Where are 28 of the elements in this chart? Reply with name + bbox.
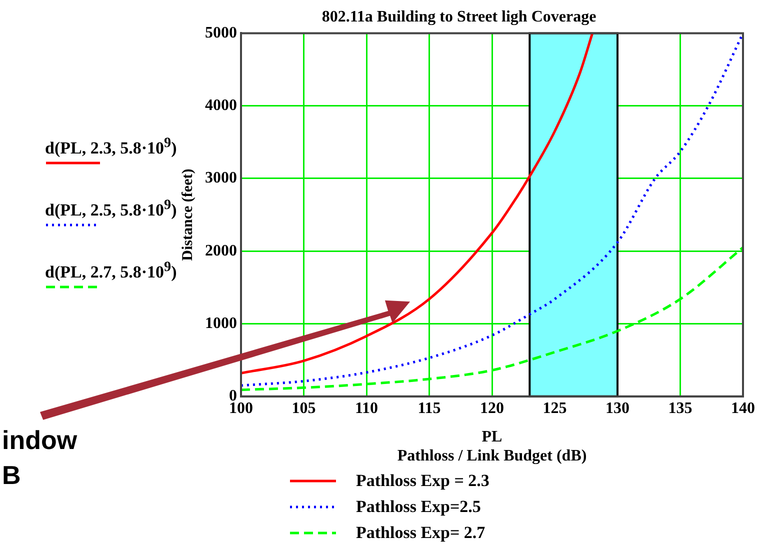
x-tick-label: 135 — [668, 400, 692, 418]
legend-label: Pathloss Exp= 2.7 — [356, 523, 486, 543]
x-tick-label: 140 — [731, 400, 755, 418]
x-tick-label: 120 — [480, 400, 504, 418]
text: d(PL, 2.3, 5.8·10$^{9}$) — [45, 135, 177, 159]
y-tick-label: 2000 — [205, 242, 237, 260]
x-tick-label: 105 — [292, 400, 316, 418]
text: Pathloss / Link Budget (dB) — [397, 448, 587, 465]
x-tick-label: 125 — [542, 400, 567, 418]
y-tick-label: 1000 — [205, 314, 237, 332]
legend-label: Pathloss Exp = 2.3 — [356, 471, 490, 491]
x-tick-label: 100 — [229, 400, 253, 418]
legend-label: Pathloss Exp=2.5 — [356, 497, 481, 517]
line-series — [241, 246, 743, 392]
line-series — [241, 33, 594, 374]
x-tick-label: 110 — [354, 400, 378, 418]
chart-title: 802.11a Building to Street ligh Coverage — [322, 8, 596, 26]
y-tick-label: 5000 — [205, 24, 237, 42]
text: indow — [2, 425, 78, 456]
x-tick-label: 115 — [418, 400, 441, 418]
x-tick-label: 130 — [606, 400, 630, 418]
text: B — [2, 460, 21, 491]
y-tick-label: 3000 — [205, 170, 237, 187]
y-tick-label: 4000 — [205, 96, 237, 114]
y-axis-title: Distance (feet) — [180, 168, 196, 261]
text: d(PL, 2.7, 5.8·10$^{9}$) — [45, 259, 177, 283]
text: d(PL, 2.5, 5.8·10$^{9}$) — [45, 197, 177, 221]
x-axis-title: PL — [482, 428, 502, 446]
